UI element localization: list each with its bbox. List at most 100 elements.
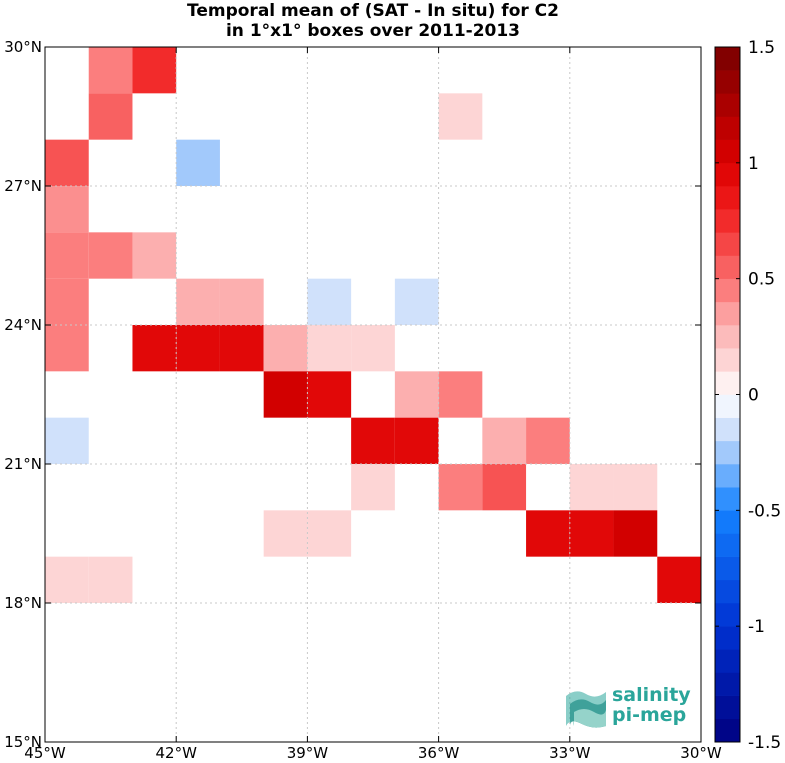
heatmap-cell xyxy=(132,325,177,372)
colorbar-segment xyxy=(715,579,740,604)
heatmap-cell xyxy=(394,371,439,418)
logo-text-pi-mep: pi-mep xyxy=(612,704,687,726)
y-tick-label: 30°N xyxy=(4,38,42,56)
heatmap-cell xyxy=(307,325,352,372)
heatmap-cell xyxy=(45,278,89,325)
colorbar-segment xyxy=(715,162,740,187)
colorbar-segment xyxy=(715,556,740,581)
colorbar-segment xyxy=(715,93,740,117)
heatmap-cell xyxy=(88,232,133,279)
y-tick-label: 21°N xyxy=(4,455,42,473)
heatmap-cell xyxy=(394,417,439,464)
heatmap-cell xyxy=(351,417,395,464)
heatmap-cell xyxy=(307,510,352,557)
heatmap-cell xyxy=(438,371,483,418)
colorbar-segment xyxy=(715,186,740,210)
heatmap-cell xyxy=(263,325,308,372)
heatmap-cell xyxy=(45,417,89,464)
colorbar-tick-label: 0.5 xyxy=(748,270,775,290)
heatmap-cell xyxy=(45,232,89,279)
heatmap-cell xyxy=(263,371,308,418)
heatmap-cell xyxy=(219,278,264,325)
y-tick-label: 27°N xyxy=(4,177,42,195)
heatmap-cell xyxy=(132,232,177,279)
heatmap-cell xyxy=(438,93,483,140)
colorbar-segment xyxy=(715,487,740,511)
logo-wave-icon xyxy=(566,691,606,728)
heatmap-cell xyxy=(88,47,133,94)
heatmap-cell xyxy=(613,464,658,511)
heatmap-cell xyxy=(176,325,220,372)
colorbar-segment xyxy=(715,695,740,720)
colorbar-tick-label: 0 xyxy=(748,386,759,406)
colorbar-segment xyxy=(715,255,740,279)
y-tick-label: 15°N xyxy=(4,733,42,751)
heatmap-cell xyxy=(482,464,527,511)
colorbar-segment xyxy=(715,325,740,349)
heatmap-cell xyxy=(613,510,658,557)
colorbar-segment xyxy=(715,209,740,233)
colorbar-segment xyxy=(715,278,740,303)
heatmap-cell xyxy=(569,510,614,557)
x-tick-label: 33°W xyxy=(549,744,591,762)
colorbar-segment xyxy=(715,70,740,94)
heatmap-cell xyxy=(394,278,439,325)
colorbar-tick-label: -1.5 xyxy=(748,733,781,753)
chart-title-line1: Temporal mean of (SAT - In situ) for C2 xyxy=(187,1,559,21)
colorbar-segment xyxy=(715,47,740,71)
heatmap-cell xyxy=(569,464,614,511)
heatmap-cell xyxy=(45,139,89,186)
heatmap-cell xyxy=(219,325,264,372)
heatmap-cell xyxy=(45,186,89,233)
x-tick-label: 45°W xyxy=(24,744,66,762)
heatmap-cell xyxy=(176,278,220,325)
colorbar-tick-label: 1 xyxy=(748,154,759,174)
colorbar-segment xyxy=(715,533,740,557)
colorbar-segment xyxy=(715,626,740,650)
x-tick-label: 39°W xyxy=(287,744,329,762)
y-tick-label: 24°N xyxy=(4,316,42,334)
heatmap-cell xyxy=(88,93,133,140)
colorbar-tick-label: -0.5 xyxy=(748,501,781,521)
x-tick-label: 36°W xyxy=(418,744,460,762)
chart-title-line2: in 1°x1° boxes over 2011-2013 xyxy=(225,21,521,41)
colorbar-tick-label: 1.5 xyxy=(748,38,775,58)
colorbar-segment xyxy=(715,649,740,673)
colorbar-segment xyxy=(715,232,740,256)
heatmap-cell xyxy=(307,278,352,325)
heatmap-cell xyxy=(132,47,177,94)
heatmap-cell xyxy=(482,417,527,464)
colorbar-segment xyxy=(715,301,740,326)
salinity-pi-mep-logo: salinity pi-mep xyxy=(560,682,700,734)
colorbar-segment xyxy=(715,440,740,465)
heatmap-cell xyxy=(45,325,89,372)
colorbar-segment xyxy=(715,718,740,743)
plot-area xyxy=(45,47,701,742)
heatmap-cell xyxy=(263,510,308,557)
heatmap-cell xyxy=(438,464,483,511)
y-tick-label: 18°N xyxy=(4,594,42,612)
heatmap-cell xyxy=(657,556,701,603)
heatmap-cell xyxy=(351,325,395,372)
colorbar-segment xyxy=(715,510,740,534)
colorbar-segment xyxy=(715,464,740,488)
colorbar-segment xyxy=(715,394,740,418)
x-tick-label: 30°W xyxy=(680,744,722,762)
colorbar-segment xyxy=(715,116,740,140)
heatmap-cell xyxy=(307,371,352,418)
colorbar-segment xyxy=(715,348,740,372)
colorbar-segment xyxy=(715,603,740,627)
colorbar-segment xyxy=(715,371,740,395)
heatmap-cell xyxy=(526,510,570,557)
logo-text-salinity: salinity xyxy=(612,684,691,706)
heatmap-cell xyxy=(351,464,395,511)
plot-frame xyxy=(44,46,702,743)
heatmap-cell xyxy=(88,556,133,603)
colorbar-tick-label: -1 xyxy=(748,617,765,637)
x-tick-label: 42°W xyxy=(155,744,197,762)
heatmap-cell xyxy=(176,139,220,186)
heatmap-cell xyxy=(45,556,89,603)
colorbar-segment xyxy=(715,417,740,442)
colorbar-segment xyxy=(715,139,740,164)
